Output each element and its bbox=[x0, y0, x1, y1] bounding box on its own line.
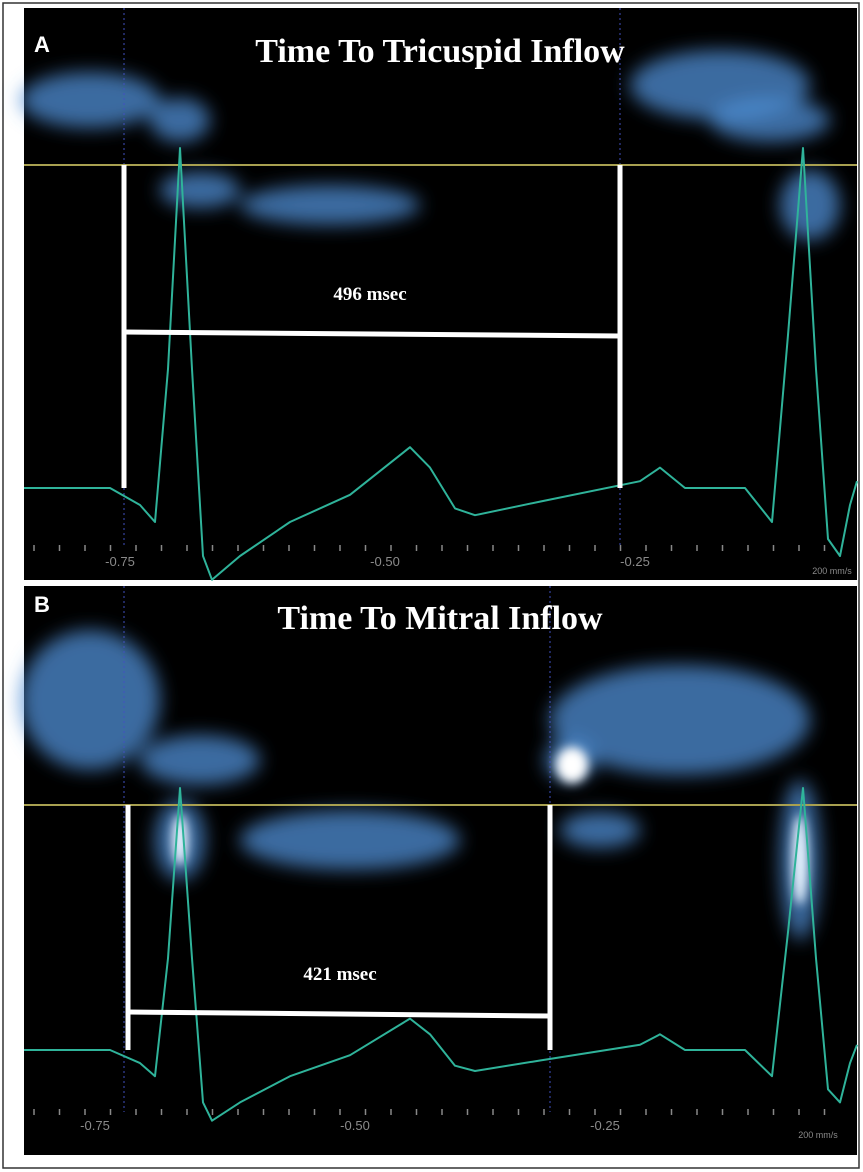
flow-envelope bbox=[240, 185, 420, 225]
doppler-signal bbox=[20, 630, 820, 940]
panel-title: Time To Tricuspid Inflow bbox=[255, 33, 625, 70]
caliper-horizontal bbox=[123, 329, 621, 339]
flow-envelope bbox=[710, 98, 830, 142]
panel-label: A bbox=[34, 32, 50, 57]
flow-envelope bbox=[150, 98, 210, 142]
axis-label: -0.25 bbox=[590, 1118, 620, 1133]
axis-label: -0.50 bbox=[340, 1118, 370, 1133]
sweep-speed: 200 mm/s bbox=[798, 1130, 838, 1140]
sweep-speed: 200 mm/s bbox=[812, 566, 852, 576]
flow-envelope bbox=[780, 170, 840, 240]
axis-label: -0.50 bbox=[370, 554, 400, 569]
flow-envelope bbox=[20, 630, 160, 770]
flow-envelope bbox=[140, 735, 260, 785]
flow-envelope bbox=[560, 812, 640, 848]
flow-envelope bbox=[20, 72, 160, 128]
ecg-trace bbox=[24, 147, 858, 581]
flow-envelope bbox=[240, 810, 460, 870]
axis-label: -0.75 bbox=[105, 554, 135, 569]
measurement-label: 496 msec bbox=[333, 284, 406, 305]
flow-envelope bbox=[550, 665, 810, 775]
measurement-label: 421 msec bbox=[303, 964, 376, 985]
ecg-trace bbox=[24, 787, 858, 1122]
panel-title: Time To Mitral Inflow bbox=[277, 600, 603, 637]
axis-label: -0.75 bbox=[80, 1118, 110, 1133]
doppler-panel: 496 msec -0.75 -0.50 -0.25 200 mm/s Time To T… bbox=[20, 8, 858, 581]
doppler-panel: 421 msec -0.75 -0.50 -0.25 200 mm/s Time To M… bbox=[20, 586, 858, 1155]
flow-peak bbox=[556, 747, 588, 783]
panel-label: B bbox=[34, 592, 50, 617]
axis-label: -0.25 bbox=[620, 554, 650, 569]
flow-envelope bbox=[160, 172, 240, 208]
flow-peak bbox=[792, 815, 808, 905]
caliper-horizontal bbox=[127, 1009, 551, 1019]
doppler-signal bbox=[20, 50, 840, 240]
